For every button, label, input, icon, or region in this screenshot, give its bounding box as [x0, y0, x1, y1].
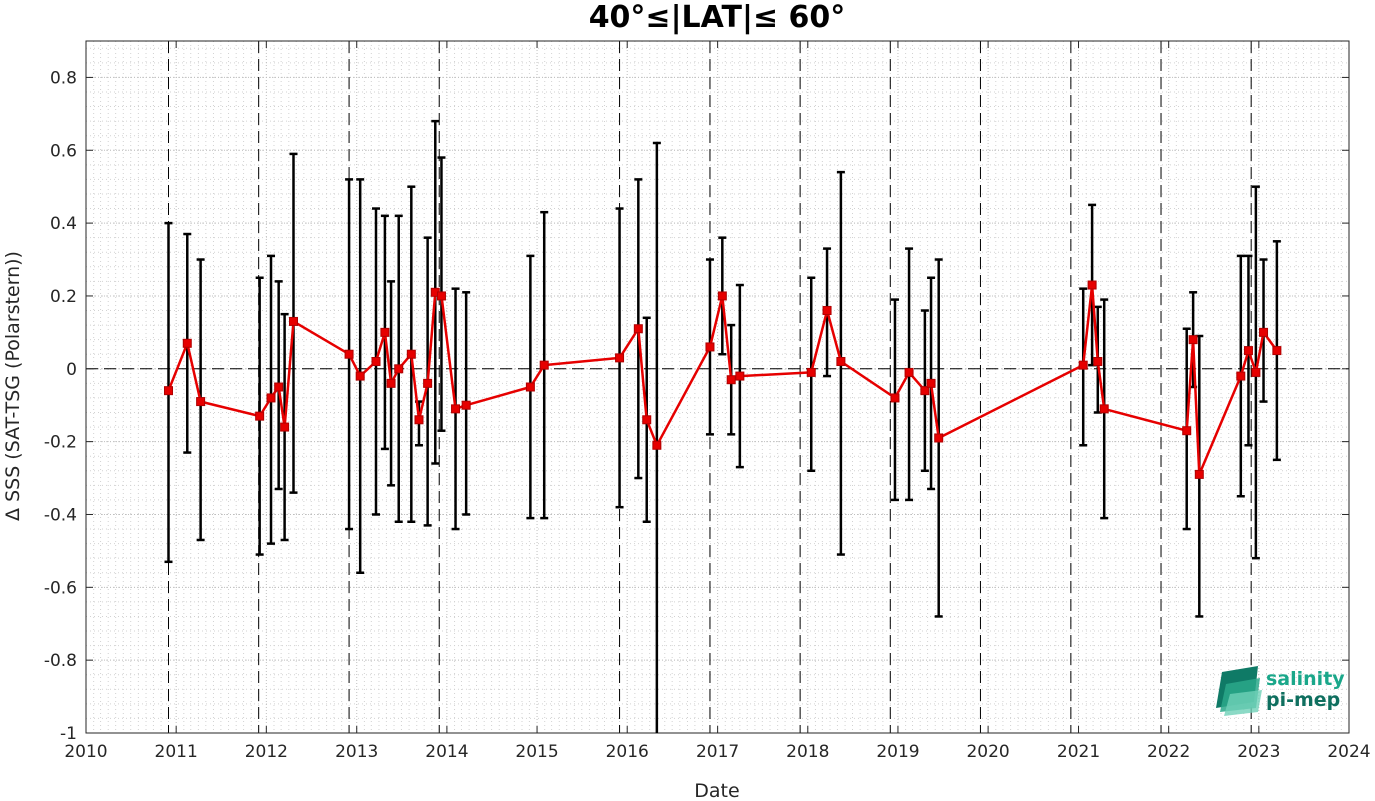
y-tick-label: -0.4 [44, 505, 77, 525]
x-tick-label: 2023 [1237, 742, 1280, 762]
logo-text-salinity: salinity [1266, 668, 1345, 690]
data-point [822, 306, 832, 316]
data-point [1182, 426, 1192, 436]
data-point [394, 364, 404, 374]
x-tick-label: 2013 [335, 742, 378, 762]
y-tick-label: 0.4 [50, 214, 77, 234]
x-tick-label: 2015 [515, 742, 558, 762]
data-point [414, 415, 424, 425]
data-point [1236, 371, 1246, 381]
data-point [423, 378, 433, 388]
salinity-pi-mep-logo: salinity pi-mep [1216, 666, 1345, 716]
data-point [836, 357, 846, 367]
data-point [436, 291, 446, 301]
axes: 2010 2011 2012 2013 2014 2015 2016 2017 2018 2019… [44, 40, 1371, 762]
y-tick-label: 0.6 [50, 141, 77, 161]
logo-text-pimep: pi-mep [1266, 689, 1340, 711]
x-tick-label: 2020 [966, 742, 1009, 762]
data-point [1188, 335, 1198, 345]
data-point [1099, 404, 1109, 414]
data-point [280, 422, 290, 432]
logo-waves-icon [1216, 666, 1262, 716]
y-tick-label: -0.2 [44, 433, 77, 453]
data-point [1087, 280, 1097, 290]
data-point [525, 382, 535, 392]
data-point [642, 415, 652, 425]
data-point [633, 324, 643, 334]
chart-title: 40°≤|LAT|≤ 60° [589, 0, 846, 35]
data-point [705, 342, 715, 352]
y-tick-label: 0.8 [50, 68, 77, 88]
x-tick-label: 2019 [876, 742, 919, 762]
data-point [1078, 360, 1088, 370]
data-point [1194, 469, 1204, 479]
data-point [274, 382, 284, 392]
data-point [1251, 367, 1261, 377]
data-point [164, 386, 174, 396]
x-tick-label: 2018 [786, 742, 829, 762]
x-tick-label: 2012 [245, 742, 288, 762]
data-point [371, 357, 381, 367]
data-point [196, 397, 206, 407]
data-point [406, 349, 416, 359]
y-tick-label: -0.6 [44, 578, 77, 598]
data-point [735, 371, 745, 381]
data-point [652, 440, 662, 450]
y-tick-label: -0.8 [44, 651, 77, 671]
data-point [182, 338, 192, 348]
data-point [288, 316, 298, 326]
x-tick-label: 2011 [155, 742, 198, 762]
data-point [726, 375, 736, 385]
y-tick-label: -1 [60, 724, 77, 744]
data-point [1272, 346, 1282, 356]
data-point [386, 378, 396, 388]
data-point [461, 400, 471, 410]
x-tick-label: 2010 [64, 742, 107, 762]
data-point [934, 433, 944, 443]
data-point [344, 349, 354, 359]
data-point [266, 393, 276, 403]
x-tick-label: 2021 [1057, 742, 1100, 762]
y-tick-label: 0.2 [50, 287, 77, 307]
data-point [1259, 327, 1269, 337]
x-tick-label: 2017 [696, 742, 739, 762]
data-point [380, 327, 390, 337]
series [164, 280, 1282, 479]
data-point [539, 360, 549, 370]
x-axis-label: Date [694, 780, 739, 801]
x-tick-label: 2014 [425, 742, 468, 762]
plot-frame [85, 40, 1350, 734]
data-point [355, 371, 365, 381]
data-point [926, 378, 936, 388]
data-point [890, 393, 900, 403]
y-tick-label: 0 [66, 360, 77, 380]
data-point [615, 353, 625, 363]
data-point [1243, 346, 1253, 356]
y-axis-label: Δ SSS (SAT-TSG (Polarstern)) [2, 251, 24, 521]
x-tick-label: 2016 [606, 742, 649, 762]
data-point [806, 367, 816, 377]
data-point [717, 291, 727, 301]
data-point [920, 386, 930, 396]
data-point [904, 367, 914, 377]
data-point [255, 411, 265, 421]
x-tick-label: 2022 [1147, 742, 1190, 762]
data-point [451, 404, 461, 414]
data-point [1093, 357, 1103, 367]
x-tick-label: 2024 [1327, 742, 1370, 762]
